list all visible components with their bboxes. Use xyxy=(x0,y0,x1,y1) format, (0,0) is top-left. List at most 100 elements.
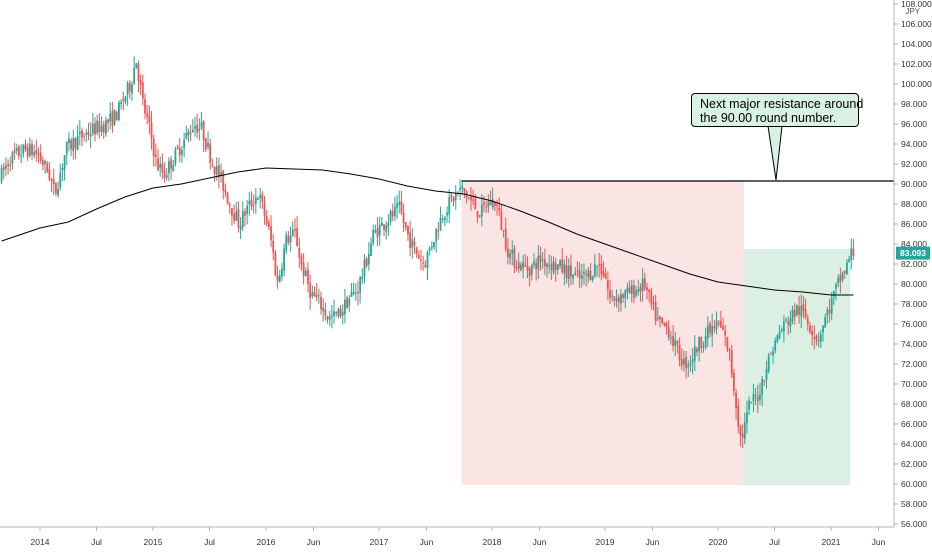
candle-body xyxy=(776,335,779,342)
candle-body xyxy=(367,254,370,265)
candle-body xyxy=(743,422,746,439)
candle-body xyxy=(400,201,403,213)
candle-body xyxy=(237,209,240,228)
candle-body xyxy=(669,337,672,339)
candle-body xyxy=(850,248,853,260)
candle-body xyxy=(722,326,724,331)
y-tick-label: 66.000 xyxy=(901,419,927,429)
y-tick-label: 108.000 xyxy=(901,0,932,9)
candle-body xyxy=(248,200,251,205)
candle-body xyxy=(809,325,811,333)
candle-body xyxy=(0,167,3,182)
candle-body xyxy=(546,263,548,268)
candle-body xyxy=(257,198,259,200)
x-tick-label: Jul xyxy=(769,537,780,547)
x-tick-label: 2018 xyxy=(483,537,502,547)
candle-body xyxy=(665,323,668,328)
candle-body xyxy=(222,170,225,191)
candle-body xyxy=(637,289,640,293)
y-tick-label: 90.000 xyxy=(901,179,927,189)
candle-body xyxy=(530,264,533,275)
candle-body xyxy=(702,346,705,348)
candle-body xyxy=(537,255,540,269)
candle-body xyxy=(317,295,320,297)
candle-body xyxy=(765,369,768,381)
candle-body xyxy=(337,309,340,316)
candle-body xyxy=(767,355,770,372)
candle-body xyxy=(633,285,635,298)
candle-body xyxy=(402,213,405,224)
x-tick-label: 2021 xyxy=(822,537,841,547)
candle-body xyxy=(826,309,829,316)
candle-body xyxy=(187,131,190,136)
candle-body xyxy=(315,294,318,298)
candle-body xyxy=(74,138,77,149)
candle-body xyxy=(37,153,40,155)
candle-body xyxy=(541,259,544,261)
candle-body xyxy=(543,259,546,267)
x-tick-label: 2020 xyxy=(709,537,728,547)
candle-body xyxy=(278,274,281,282)
y-tick-label: 98.000 xyxy=(901,99,927,109)
candle-body xyxy=(815,336,818,340)
candle-body xyxy=(372,229,375,244)
annotation-line-1: Next major resistance around xyxy=(700,97,864,111)
candle-body xyxy=(33,151,36,156)
candle-body xyxy=(150,122,153,138)
candle-body xyxy=(700,336,703,349)
last-price-bg xyxy=(896,246,930,260)
candle-body xyxy=(570,265,572,277)
zone-boxes xyxy=(461,181,851,485)
candle-body xyxy=(191,129,194,133)
y-tick-label: 76.000 xyxy=(901,319,927,329)
candle-body xyxy=(574,272,577,276)
candles xyxy=(0,56,855,449)
y-tick-label: 64.000 xyxy=(901,439,927,449)
candle-body xyxy=(254,197,257,204)
candle-body xyxy=(396,203,398,208)
candle-body xyxy=(446,212,448,216)
y-tick-label: 60.000 xyxy=(901,479,927,489)
candle-body xyxy=(137,63,140,82)
y-tick-label: 84.000 xyxy=(901,239,927,249)
candle-body xyxy=(780,329,783,332)
candle-body xyxy=(211,164,214,166)
candle-body xyxy=(276,276,279,281)
y-tick-label: 56.000 xyxy=(901,519,927,529)
candle-body xyxy=(78,131,81,134)
candle-body xyxy=(750,402,753,404)
candle-body xyxy=(383,224,385,230)
candle-body xyxy=(520,264,522,271)
candle-body xyxy=(561,259,564,273)
candle-body xyxy=(470,196,472,201)
candle-body xyxy=(65,141,68,155)
candle-body xyxy=(567,265,570,280)
candle-body xyxy=(843,270,846,274)
candle-body xyxy=(591,276,594,281)
candle-body xyxy=(304,270,307,277)
currency-label: JPY xyxy=(905,7,920,16)
candle-body xyxy=(128,82,131,92)
candle-body xyxy=(70,140,73,149)
candle-body xyxy=(461,185,464,189)
candle-body xyxy=(802,304,805,311)
candle-body xyxy=(724,330,727,336)
candle-body xyxy=(680,358,683,366)
candle-body xyxy=(659,316,661,320)
candle-body xyxy=(798,306,800,315)
candle-body xyxy=(161,163,164,173)
candle-body xyxy=(380,222,383,227)
candle-body xyxy=(261,193,264,203)
candle-body xyxy=(835,284,837,289)
candle-body xyxy=(502,230,505,232)
candle-body xyxy=(239,226,242,230)
candle-body xyxy=(413,241,416,246)
candle-body xyxy=(641,278,644,291)
candle-body xyxy=(204,138,207,150)
candle-body xyxy=(587,270,590,277)
candle-body xyxy=(111,110,114,126)
candle-body xyxy=(620,294,622,304)
candle-body xyxy=(417,254,420,259)
